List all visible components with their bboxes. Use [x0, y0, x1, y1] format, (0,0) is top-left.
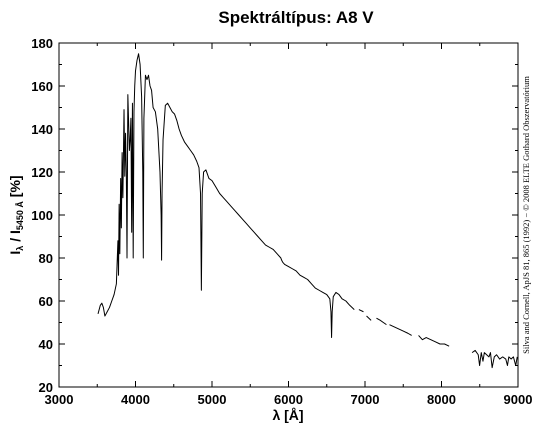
x-axis: 3000 4000 5000 6000 7000 8000 9000 [45, 43, 533, 407]
y-tick-label: 20 [39, 380, 53, 395]
y-tick-label: 120 [31, 165, 53, 180]
y-tick-label: 180 [31, 36, 53, 51]
x-tick-label: 7000 [351, 392, 380, 407]
y-tick-label: 80 [39, 251, 53, 266]
y-tick-label: 40 [39, 337, 53, 352]
x-tick-label: 8000 [427, 392, 456, 407]
x-tick-label: 4000 [121, 392, 150, 407]
credit-note: Silva and Cornell, ApJS 81, 865 (1992) −… [521, 76, 531, 354]
y-label-sub1: λ [15, 246, 25, 251]
x-tick-label: 9000 [504, 392, 533, 407]
y-label-unit: [%] [7, 175, 23, 201]
y-axis: 20 40 60 80 100 120 140 160 180 [31, 36, 518, 395]
x-axis-label: λ [Å] [272, 407, 303, 423]
y-tick-label: 160 [31, 79, 53, 94]
y-label-mid: / I [7, 230, 23, 246]
y-axis-label: Iλ / I5450 Å [%] [7, 175, 25, 254]
x-tick-label: 5000 [198, 392, 227, 407]
y-tick-label: 100 [31, 208, 53, 223]
y-tick-label: 60 [39, 294, 53, 309]
x-tick-label: 3000 [45, 392, 74, 407]
y-label-main: I [7, 251, 23, 255]
series-line [97, 53, 518, 369]
y-label-sub2: 5450 Å [15, 201, 25, 231]
chart-title: Spektráltípus: A8 V [218, 8, 374, 27]
x-tick-label: 6000 [274, 392, 303, 407]
y-tick-label: 140 [31, 122, 53, 137]
